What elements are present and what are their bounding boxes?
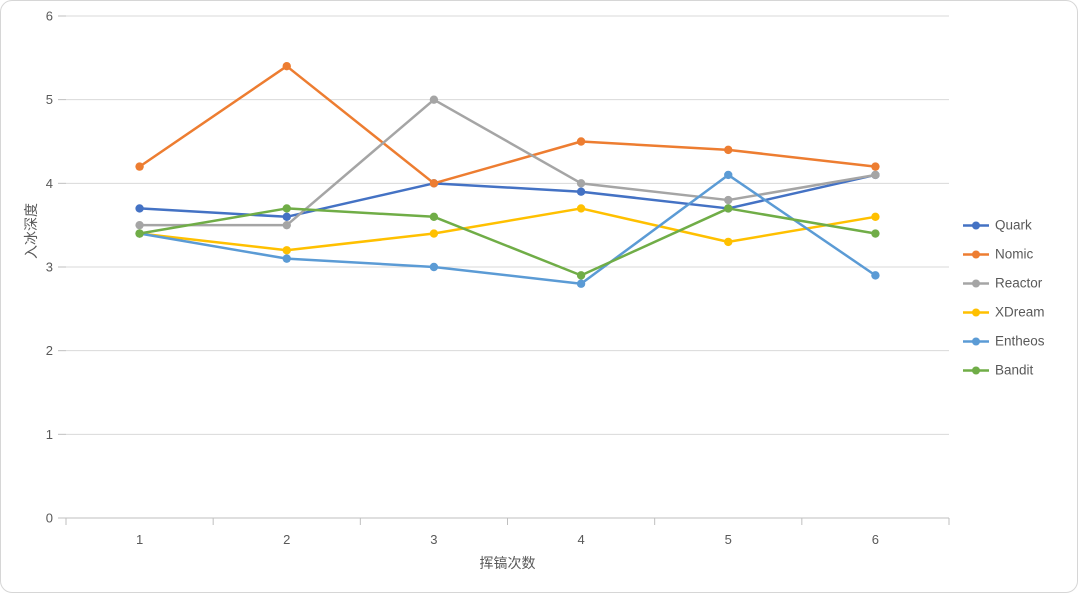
data-point-xdream: [576, 204, 586, 213]
x-tick-label: 6: [872, 532, 879, 547]
data-point-bandit: [871, 229, 880, 238]
legend-item-bandit: Bandit: [963, 363, 1045, 379]
legend-label-nomic: Nomic: [995, 246, 1034, 262]
data-point-entheos: [871, 271, 880, 280]
data-point-entheos: [429, 262, 439, 272]
legend-marker-icon: [963, 279, 989, 288]
x-tick-label: 5: [725, 532, 732, 547]
series-line-nomic: [138, 64, 877, 185]
legend-dot: [972, 337, 980, 346]
data-point-nomic: [135, 162, 144, 171]
data-point-bandit: [429, 212, 439, 221]
data-point-nomic: [429, 179, 439, 188]
legend-dot: [972, 250, 980, 259]
legend-item-reactor: Reactor: [963, 276, 1045, 292]
legend-marker-icon: [963, 250, 989, 259]
y-tick-label: 0: [46, 511, 53, 526]
x-tick-label: 2: [283, 532, 290, 547]
data-point-entheos: [724, 170, 733, 180]
chart-legend: Quark Nomic Reactor XDream Entheos Bandit: [963, 218, 1045, 379]
series-line-reactor: [138, 98, 877, 227]
legend-item-nomic: Nomic: [963, 247, 1045, 263]
legend-marker-icon: [963, 366, 989, 375]
y-tick-label: 3: [46, 260, 53, 275]
x-tick-label: 1: [136, 532, 143, 547]
data-point-reactor: [871, 170, 880, 180]
legend-item-entheos: Entheos: [963, 334, 1045, 350]
legend-dot: [972, 308, 980, 317]
x-tick-label: 3: [430, 532, 437, 547]
data-point-xdream: [724, 237, 733, 247]
data-point-entheos: [282, 254, 291, 263]
y-tick-label: 4: [46, 176, 53, 191]
series-line-entheos: [138, 173, 877, 285]
data-point-nomic: [576, 137, 586, 146]
legend-marker-icon: [963, 308, 989, 317]
legend-label-xdream: XDream: [995, 304, 1045, 320]
x-tick-label: 4: [577, 532, 584, 547]
data-point-reactor: [135, 220, 144, 230]
data-point-reactor: [282, 220, 291, 230]
data-point-reactor: [429, 95, 439, 104]
legend-label-reactor: Reactor: [995, 275, 1043, 291]
legend-marker-icon: [963, 337, 989, 346]
legend-label-entheos: Entheos: [995, 333, 1045, 349]
data-point-quark: [282, 212, 291, 221]
series-line-xdream: [138, 207, 877, 252]
legend-dot: [972, 366, 980, 375]
data-point-reactor: [724, 195, 733, 205]
data-point-xdream: [429, 229, 439, 238]
data-point-nomic: [724, 145, 733, 155]
data-point-quark: [576, 187, 586, 196]
data-point-bandit: [576, 271, 586, 280]
y-tick-label: 2: [46, 343, 53, 358]
data-point-bandit: [282, 204, 291, 213]
data-point-nomic: [871, 162, 880, 171]
data-point-entheos: [576, 279, 586, 288]
legend-item-xdream: XDream: [963, 305, 1045, 321]
data-point-xdream: [871, 212, 880, 221]
x-axis-title: 挥镐次数: [479, 555, 536, 571]
data-point-xdream: [282, 246, 291, 255]
series-line-quark: [138, 173, 877, 219]
data-point-quark: [135, 204, 144, 213]
y-axis-title: 入冰深度: [23, 203, 39, 259]
legend-label-quark: Quark: [995, 217, 1032, 233]
legend-item-quark: Quark: [963, 218, 1045, 234]
legend-dot: [972, 279, 980, 288]
series-line-bandit: [138, 207, 877, 277]
data-point-bandit: [135, 229, 144, 238]
y-tick-label: 5: [46, 92, 53, 107]
legend-label-bandit: Bandit: [995, 362, 1034, 378]
legend-dot: [972, 221, 980, 230]
y-tick-label: 6: [46, 9, 53, 24]
data-point-reactor: [576, 179, 586, 188]
legend-marker-icon: [963, 221, 989, 230]
data-point-bandit: [724, 204, 733, 213]
y-tick-label: 1: [46, 427, 53, 442]
data-point-nomic: [282, 61, 291, 71]
